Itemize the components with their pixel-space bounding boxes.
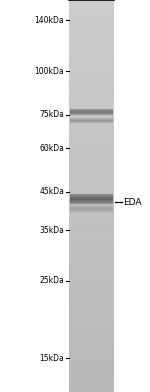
Text: 15kDa: 15kDa (39, 354, 64, 363)
Text: 140kDa: 140kDa (34, 16, 64, 25)
Text: 25kDa: 25kDa (39, 276, 64, 285)
Text: 75kDa: 75kDa (39, 110, 64, 119)
Text: 100kDa: 100kDa (34, 67, 64, 76)
Text: EDA: EDA (123, 198, 142, 207)
Text: 45kDa: 45kDa (39, 187, 64, 196)
Text: 35kDa: 35kDa (39, 225, 64, 234)
Text: 60kDa: 60kDa (39, 144, 64, 153)
